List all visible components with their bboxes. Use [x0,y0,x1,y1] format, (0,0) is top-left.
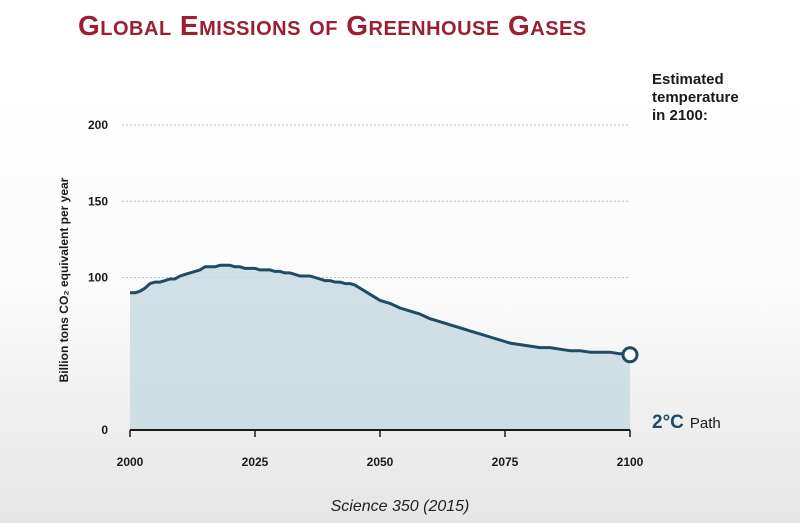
y-axis-ticks: 0 100 150 200 [88,118,108,437]
end-point-temperature: 2°C [652,412,684,433]
y-tick-label: 100 [88,271,108,285]
page-title: Global Emissions of Greenhouse Gases [78,10,587,41]
end-point-marker [621,346,639,364]
y-axis-label: Billion tons CO₂ equivalent per year [57,177,71,382]
emissions-area [130,265,630,430]
y-tick-label: 200 [88,118,108,132]
x-tick-label: 2050 [367,455,394,469]
x-axis-ticks: 2000 2025 2050 2075 2100 [117,430,644,469]
end-point-path-word: Path [690,415,721,432]
x-tick-label: 2025 [242,455,269,469]
y-tick-label: 0 [101,423,108,437]
emissions-line [130,263,630,356]
source-citation: Science 350 (2015) [330,498,470,515]
y-tick-label: 150 [88,194,108,208]
temperature-header-line: temperature [652,89,739,106]
grid-lines [122,124,630,278]
end-point-label: 2°C Path [652,412,721,433]
temperature-header-line: Estimated [652,71,724,88]
x-tick-label: 2000 [117,455,144,469]
temperature-header-line: in 2100: [652,107,708,124]
x-tick-label: 2100 [617,455,644,469]
x-tick-label: 2075 [492,455,519,469]
